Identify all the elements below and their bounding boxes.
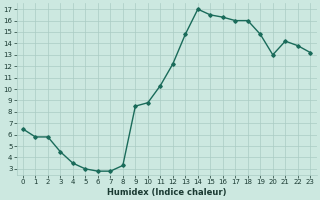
X-axis label: Humidex (Indice chaleur): Humidex (Indice chaleur) [107, 188, 226, 197]
